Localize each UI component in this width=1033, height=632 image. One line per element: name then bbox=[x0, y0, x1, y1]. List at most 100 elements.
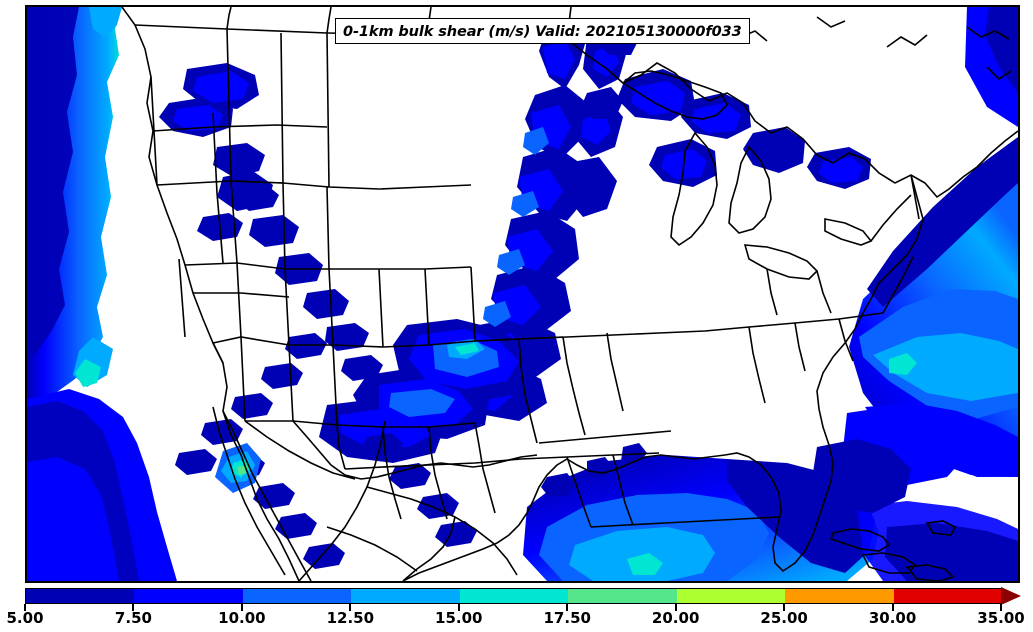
colorbar-tick-labels: 5.00 7.50 10.00 12.50 15.00 17.50 20.00 25.00 30… bbox=[0, 609, 1033, 629]
border-wv-va bbox=[562, 336, 586, 436]
intermountain-cluster bbox=[175, 171, 477, 569]
border-tn-ga bbox=[520, 452, 660, 460]
canada-line-1 bbox=[226, 7, 232, 30]
map-title-text: 0-1km bulk shear (m/s) Valid: 2021051300… bbox=[343, 24, 742, 40]
gulf-california-green bbox=[237, 465, 247, 475]
border-ga-fl bbox=[612, 454, 634, 526]
lake-huron bbox=[728, 145, 772, 234]
pacific-nw-cyan bbox=[89, 7, 122, 37]
colorbar-tick-label-1: 7.50 bbox=[114, 609, 152, 627]
border-ar-ok bbox=[336, 424, 346, 470]
border-az-nm bbox=[240, 336, 246, 422]
border-nv-az bbox=[193, 292, 290, 298]
shear-field-shading bbox=[27, 7, 1018, 581]
pnw-interior-blue bbox=[173, 71, 249, 131]
island-group-2 bbox=[905, 564, 955, 581]
border-ky-wv bbox=[518, 338, 538, 444]
great-lakes-canada-border bbox=[566, 38, 1018, 199]
border-ne-ia bbox=[328, 268, 334, 346]
border-al-ga bbox=[474, 422, 496, 514]
colorbar-tick-label-5: 17.50 bbox=[543, 609, 591, 627]
mexico-state-line-3 bbox=[326, 526, 418, 572]
border-ar-ms bbox=[382, 426, 402, 520]
colorbar-tick-label-0: 5.00 bbox=[6, 609, 44, 627]
mexico-state-line-2 bbox=[366, 486, 518, 576]
colorbar-tick-0 bbox=[24, 604, 26, 611]
colorbar-tick-label-2: 10.00 bbox=[218, 609, 266, 627]
pacific-coastline bbox=[121, 7, 300, 581]
lake-superior bbox=[621, 70, 728, 120]
canada-line-7 bbox=[986, 66, 1012, 81]
colorbar-segment-5 bbox=[568, 589, 677, 603]
colorbar-segment-2 bbox=[242, 589, 352, 603]
colorbar-tick-5 bbox=[566, 604, 569, 611]
map-frame: 0-1km bulk shear (m/s) Valid: 2021051300… bbox=[25, 5, 1020, 583]
colorbar-segment-0 bbox=[26, 589, 135, 603]
border-mt-nd-vert bbox=[280, 32, 284, 184]
panhandle-teal-streak bbox=[455, 343, 479, 355]
colorbar-segment-1 bbox=[134, 589, 243, 603]
border-nd-mn-vert bbox=[326, 32, 330, 188]
border-southern-tier bbox=[245, 420, 476, 428]
colorbar-segment-7 bbox=[785, 589, 894, 603]
bahamas bbox=[829, 528, 891, 552]
border-id-wy bbox=[230, 180, 238, 264]
lake-ontario bbox=[824, 218, 873, 246]
border-ny-vt bbox=[870, 194, 912, 242]
border-in-oh bbox=[470, 266, 476, 342]
colorbar-tick-label-4: 15.00 bbox=[435, 609, 483, 627]
border-ne-coastal bbox=[882, 256, 914, 314]
gulf-core-teal bbox=[627, 553, 663, 575]
canada-line-6 bbox=[966, 26, 1010, 40]
baja-east-coast bbox=[222, 410, 312, 581]
atlantic-coastline bbox=[724, 174, 924, 573]
colorbar-gradient bbox=[25, 588, 1002, 604]
mexico-north-border bbox=[244, 420, 356, 480]
colorbar-tick-1 bbox=[132, 604, 135, 611]
gulf-core-light bbox=[569, 527, 715, 581]
lake-michigan bbox=[670, 131, 718, 247]
colorbar-extend-arrow bbox=[1001, 586, 1021, 605]
colorbar-tick-9 bbox=[1000, 604, 1002, 611]
border-il-in bbox=[424, 268, 430, 346]
border-va-nc bbox=[606, 332, 624, 412]
colorbar-tick-7 bbox=[783, 604, 786, 611]
colorbar-tick-6 bbox=[674, 604, 677, 611]
border-ga-sc bbox=[566, 456, 592, 528]
border-ut-co bbox=[236, 262, 242, 338]
border-ia-il bbox=[378, 268, 384, 348]
border-ms-al bbox=[428, 426, 448, 520]
colorbar-segment-4 bbox=[459, 589, 569, 603]
colorbar bbox=[25, 586, 1021, 605]
colorbar-tick-label-6: 20.00 bbox=[651, 609, 700, 627]
border-nj-pa bbox=[838, 318, 854, 362]
colorbar-segment-6 bbox=[676, 589, 786, 603]
border-ms-tn bbox=[382, 458, 522, 468]
border-pa-ny bbox=[816, 270, 832, 314]
colorbar-tick-8 bbox=[891, 604, 894, 611]
border-wy-sd bbox=[282, 182, 286, 270]
gulf-coastline bbox=[402, 454, 726, 581]
border-wa-or-id-line bbox=[152, 124, 328, 132]
border-fl-north bbox=[590, 516, 780, 528]
atlantic-florida-navy bbox=[811, 439, 911, 513]
border-me-nh bbox=[910, 174, 920, 220]
border-va-md bbox=[748, 326, 766, 404]
border-ca-nv bbox=[178, 258, 186, 338]
colorbar-tick-label-7: 25.00 bbox=[760, 609, 808, 627]
lake-erie bbox=[743, 244, 819, 280]
border-horizontal-mid bbox=[184, 262, 472, 270]
border-ca-nv-south bbox=[212, 342, 224, 364]
geographic-boundaries bbox=[121, 7, 1018, 581]
colorbar-segment-8 bbox=[893, 589, 1002, 603]
pacific-sw-teal bbox=[75, 359, 101, 387]
mexico-east-coast bbox=[402, 516, 456, 581]
colorbar-tick-3 bbox=[349, 604, 352, 611]
baja-west-coast bbox=[212, 406, 286, 576]
colorbar-tick-2 bbox=[240, 604, 243, 611]
atlantic-north-navy bbox=[867, 137, 1018, 307]
island-small bbox=[925, 520, 957, 536]
atlantic-core-light bbox=[873, 333, 1018, 401]
border-ks-mo bbox=[332, 344, 338, 426]
